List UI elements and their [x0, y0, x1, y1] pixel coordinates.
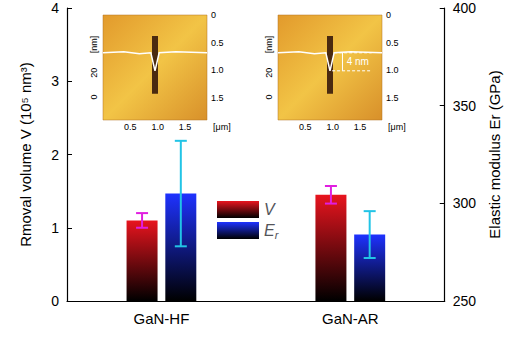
svg-text:Elastic modulus Er (GPa): Elastic modulus Er (GPa) [486, 70, 503, 238]
svg-text:350: 350 [453, 98, 477, 114]
svg-text:4: 4 [51, 0, 59, 16]
svg-text:1.5: 1.5 [386, 93, 399, 103]
svg-text:0: 0 [89, 94, 99, 99]
svg-text:[μm]: [μm] [213, 122, 231, 132]
svg-text:0.5: 0.5 [299, 122, 312, 132]
svg-text:0.5: 0.5 [124, 122, 137, 132]
svg-text:0.5: 0.5 [211, 38, 224, 48]
svg-text:1.5: 1.5 [211, 93, 224, 103]
svg-text:[nm]: [nm] [264, 36, 274, 54]
svg-text:0: 0 [386, 10, 391, 20]
svg-text:[μm]: [μm] [388, 122, 406, 132]
svg-text:0: 0 [264, 94, 274, 99]
svg-text:0: 0 [211, 10, 216, 20]
svg-text:1.5: 1.5 [354, 122, 367, 132]
svg-text:0.5: 0.5 [386, 38, 399, 48]
svg-text:E: E [264, 222, 275, 239]
svg-text:1.0: 1.0 [211, 65, 224, 75]
svg-text:r: r [275, 229, 280, 241]
svg-text:GaN-AR: GaN-AR [322, 310, 379, 327]
svg-text:2: 2 [51, 147, 59, 163]
svg-text:V: V [264, 201, 276, 218]
svg-text:1.5: 1.5 [179, 122, 192, 132]
svg-text:250: 250 [453, 293, 477, 309]
svg-text:20: 20 [89, 68, 99, 78]
svg-text:[nm]: [nm] [89, 36, 99, 54]
svg-text:Rmoval volume V (10⁵ nm³): Rmoval volume V (10⁵ nm³) [17, 62, 34, 247]
svg-text:1.0: 1.0 [326, 122, 339, 132]
svg-text:4 nm: 4 nm [347, 56, 369, 67]
svg-text:GaN-HF: GaN-HF [134, 310, 190, 327]
svg-text:300: 300 [453, 195, 477, 211]
svg-text:0: 0 [51, 293, 59, 309]
svg-text:1.0: 1.0 [151, 122, 164, 132]
svg-text:1: 1 [51, 220, 59, 236]
svg-text:3: 3 [51, 73, 59, 89]
svg-text:400: 400 [453, 0, 477, 16]
svg-text:20: 20 [264, 68, 274, 78]
svg-text:1.0: 1.0 [386, 65, 399, 75]
